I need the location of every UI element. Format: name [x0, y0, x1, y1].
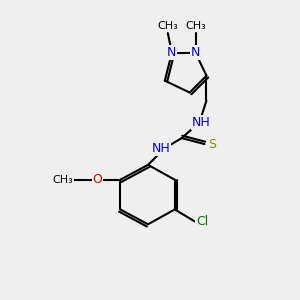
Text: CH₃: CH₃ — [158, 21, 178, 31]
Text: Cl: Cl — [196, 215, 208, 228]
Text: CH₃: CH₃ — [185, 21, 206, 31]
Text: CH₃: CH₃ — [52, 175, 73, 185]
Text: S: S — [208, 138, 216, 151]
Text: O: O — [93, 173, 102, 186]
Text: N: N — [167, 46, 176, 59]
Text: NH: NH — [192, 116, 211, 129]
Text: NH: NH — [152, 142, 170, 154]
Text: N: N — [191, 46, 200, 59]
